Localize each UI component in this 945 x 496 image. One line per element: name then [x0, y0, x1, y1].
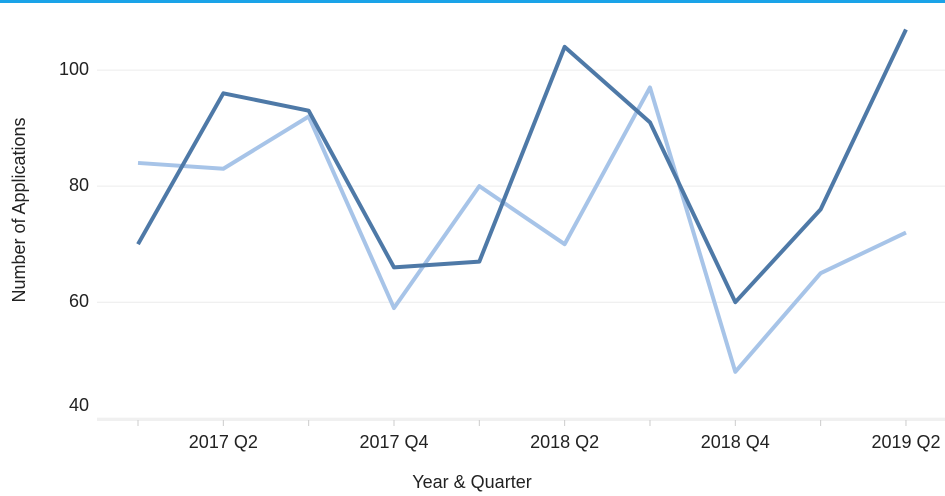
x-tick-label: 2017 Q2 — [189, 432, 258, 452]
series-line — [136, 28, 908, 305]
y-tick-label: 60 — [69, 291, 89, 311]
x-tick-label: 2018 Q2 — [530, 432, 599, 452]
x-axis-title: Year & Quarter — [412, 472, 531, 492]
x-tick-label: 2019 Q2 — [871, 432, 940, 452]
y-axis-title: Number of Applications — [9, 117, 29, 302]
x-tick-label: 2018 Q4 — [701, 432, 770, 452]
y-tick-label: 40 — [69, 395, 89, 415]
y-tick-label: 100 — [59, 59, 89, 79]
y-tick-label: 80 — [69, 175, 89, 195]
top-border — [0, 0, 945, 3]
series-line — [137, 85, 907, 374]
x-tick-label: 2017 Q4 — [359, 432, 428, 452]
